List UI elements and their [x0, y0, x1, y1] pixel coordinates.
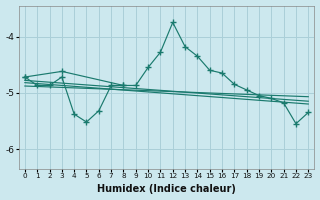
X-axis label: Humidex (Indice chaleur): Humidex (Indice chaleur)	[97, 184, 236, 194]
